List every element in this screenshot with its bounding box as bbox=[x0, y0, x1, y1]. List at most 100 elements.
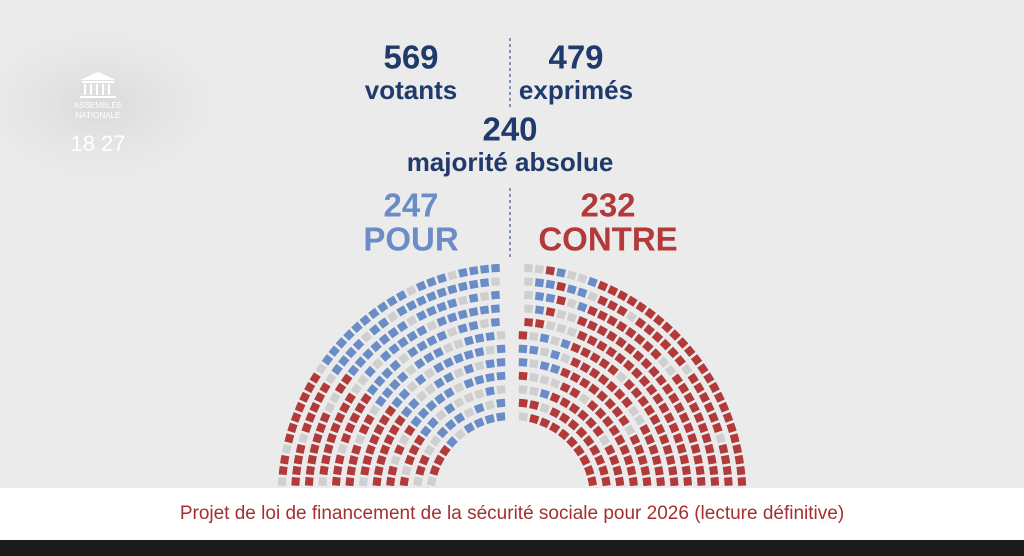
seat bbox=[643, 324, 655, 336]
logo-icon bbox=[80, 72, 116, 98]
seat bbox=[433, 362, 445, 374]
seat bbox=[529, 372, 539, 383]
seat bbox=[577, 273, 588, 284]
seat bbox=[633, 444, 645, 456]
seat bbox=[690, 443, 701, 454]
seat bbox=[588, 367, 601, 379]
seat bbox=[424, 383, 436, 395]
seat bbox=[624, 343, 636, 355]
seat bbox=[479, 319, 490, 329]
seat bbox=[628, 476, 638, 487]
seat bbox=[330, 422, 341, 434]
seat bbox=[585, 417, 597, 429]
seat bbox=[579, 362, 591, 374]
seat bbox=[390, 454, 401, 466]
seat bbox=[639, 424, 651, 436]
seat bbox=[454, 428, 467, 441]
seat bbox=[662, 444, 673, 455]
seat bbox=[473, 417, 485, 429]
seat bbox=[398, 434, 410, 446]
seat bbox=[334, 382, 347, 395]
seat bbox=[383, 434, 395, 446]
seat bbox=[602, 415, 614, 428]
seat bbox=[415, 310, 428, 322]
seat bbox=[518, 371, 528, 381]
seat bbox=[708, 412, 719, 423]
seat bbox=[420, 425, 432, 437]
seat bbox=[446, 312, 458, 323]
seat bbox=[703, 401, 715, 413]
seat bbox=[304, 381, 316, 394]
seat bbox=[637, 454, 648, 466]
seat bbox=[584, 465, 595, 476]
seat bbox=[640, 465, 650, 476]
seat bbox=[524, 290, 534, 300]
seat bbox=[447, 284, 458, 295]
seat bbox=[687, 432, 698, 444]
seat bbox=[549, 392, 561, 404]
seat bbox=[360, 331, 373, 343]
seat bbox=[439, 444, 451, 457]
seat bbox=[629, 434, 641, 446]
seat bbox=[379, 444, 391, 456]
seat bbox=[468, 266, 479, 276]
seat bbox=[305, 465, 315, 476]
seat bbox=[718, 443, 729, 454]
seat bbox=[638, 375, 651, 388]
seat bbox=[324, 401, 336, 414]
seat bbox=[576, 316, 588, 327]
seat bbox=[722, 465, 732, 476]
seat bbox=[659, 338, 672, 351]
seat bbox=[549, 363, 561, 375]
seat bbox=[331, 363, 343, 376]
seat bbox=[490, 317, 500, 327]
seat bbox=[309, 443, 320, 454]
seat bbox=[357, 374, 369, 386]
seat bbox=[616, 305, 628, 317]
seat bbox=[496, 358, 506, 367]
seat bbox=[376, 454, 387, 466]
seat bbox=[671, 373, 683, 385]
seat bbox=[550, 335, 561, 346]
seat bbox=[496, 344, 506, 354]
seat bbox=[429, 465, 440, 476]
seat bbox=[566, 298, 577, 309]
seat bbox=[545, 279, 556, 290]
seat bbox=[545, 266, 556, 276]
seat bbox=[426, 276, 437, 288]
logo-text: NATIONALE bbox=[76, 111, 121, 120]
seat bbox=[463, 349, 474, 360]
seat bbox=[323, 443, 334, 454]
seat bbox=[458, 267, 468, 278]
seat bbox=[329, 392, 341, 404]
seat bbox=[280, 454, 290, 465]
seat bbox=[436, 426, 449, 439]
seat bbox=[566, 284, 577, 295]
seat bbox=[637, 395, 649, 407]
seat bbox=[432, 347, 444, 358]
seat bbox=[529, 359, 539, 369]
seat bbox=[656, 476, 665, 487]
seat bbox=[386, 311, 399, 323]
seat bbox=[496, 385, 506, 395]
seat bbox=[681, 465, 691, 476]
seat bbox=[696, 476, 706, 486]
seat bbox=[384, 405, 397, 417]
seat bbox=[644, 307, 656, 320]
seat bbox=[588, 383, 600, 395]
seat bbox=[676, 443, 687, 454]
seat bbox=[359, 314, 371, 326]
seat bbox=[453, 367, 465, 379]
seat bbox=[598, 434, 611, 446]
seat bbox=[606, 380, 618, 393]
seat bbox=[453, 338, 464, 350]
seat bbox=[404, 454, 416, 466]
seat bbox=[604, 444, 616, 456]
seat bbox=[352, 338, 365, 351]
seat bbox=[658, 402, 670, 414]
seat bbox=[642, 476, 652, 487]
seat bbox=[371, 357, 384, 370]
seat bbox=[359, 476, 368, 487]
seat bbox=[607, 285, 619, 297]
seat bbox=[381, 386, 394, 399]
